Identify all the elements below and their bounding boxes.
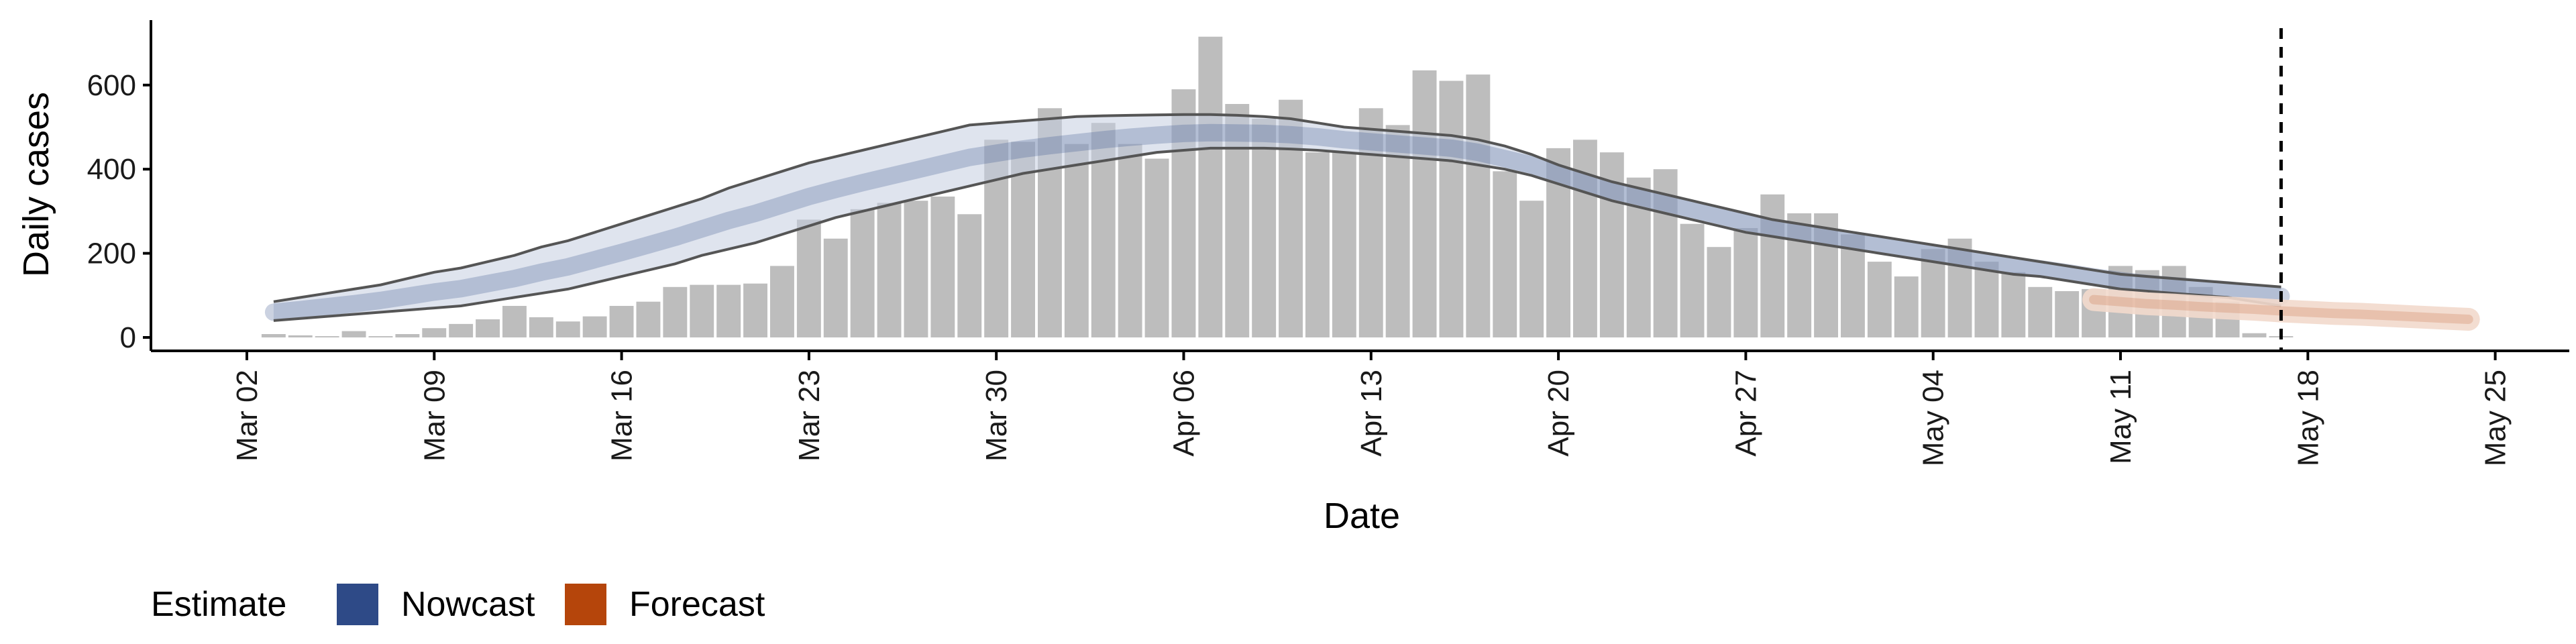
x-ticks: Mar 02 Mar 09 Mar 16 Mar 23 Mar 30 Apr 06 Apr … (231, 351, 2512, 466)
bar (690, 284, 714, 337)
bar (315, 336, 339, 337)
x-tick-label: Apr 06 (1168, 370, 1201, 457)
y-ticks: 0 200 400 600 (87, 69, 151, 354)
bar (1305, 152, 1330, 337)
bar (502, 306, 527, 337)
bar (288, 335, 313, 337)
x-tick-label: Apr 20 (1542, 370, 1575, 457)
bar (904, 201, 928, 337)
bar (716, 284, 741, 337)
bar (1118, 144, 1142, 337)
bar (1760, 194, 1785, 337)
bar (449, 323, 474, 337)
bar (2242, 333, 2267, 337)
bar (1493, 171, 1517, 337)
x-axis-title: Date (1324, 496, 1400, 536)
y-tick-label: 0 (120, 321, 136, 354)
x-tick-label: Mar 02 (231, 370, 264, 462)
y-axis-title: Daily cases (16, 92, 56, 277)
bar (2001, 272, 2026, 337)
bar (368, 336, 393, 337)
bar (1064, 144, 1089, 337)
bar (1519, 201, 1544, 337)
y-tick-label: 600 (87, 69, 136, 102)
bar (1332, 152, 1356, 337)
bar (1707, 247, 1731, 337)
legend-label-nowcast: Nowcast (401, 585, 535, 624)
x-tick-label: Mar 09 (418, 370, 451, 462)
legend: Estimate Nowcast Forecast (151, 584, 765, 625)
nowcast-upper-line (273, 113, 2282, 303)
bar (930, 197, 955, 337)
bar (1198, 36, 1223, 337)
bar-series (261, 36, 2294, 338)
bar (1680, 223, 1705, 337)
bar (636, 301, 661, 337)
nowcast-median-line (264, 123, 2290, 321)
legend-swatch-forecast (565, 584, 606, 625)
bar (2055, 291, 2080, 337)
bar (796, 219, 821, 337)
legend-title: Estimate (151, 585, 286, 624)
bar (1894, 276, 1919, 337)
bar (341, 331, 366, 337)
bar (2028, 286, 2053, 337)
x-tick-label: Mar 30 (980, 370, 1013, 462)
bar (1733, 228, 1758, 337)
y-tick-label: 200 (87, 237, 136, 270)
x-tick-label: Mar 16 (606, 370, 639, 462)
nowcast-lower-line (273, 146, 2282, 322)
bar (1974, 262, 1999, 337)
bar (770, 266, 794, 337)
nowcast-series (264, 113, 2290, 322)
bar (1385, 125, 1410, 337)
bar (395, 334, 420, 337)
bar (1412, 70, 1437, 338)
bar (743, 283, 767, 337)
x-tick-label: May 18 (2292, 370, 2324, 466)
bar (261, 334, 286, 337)
legend-swatch-nowcast (337, 584, 378, 625)
bar (609, 306, 634, 337)
bar (1466, 74, 1491, 337)
bar (957, 214, 982, 337)
bar (582, 316, 607, 337)
x-tick-label: May 25 (2479, 370, 2512, 466)
bar (877, 203, 902, 337)
x-tick-label: Mar 23 (793, 370, 826, 462)
bar (1144, 158, 1169, 337)
bar (1439, 80, 1464, 337)
bar (476, 319, 500, 337)
y-tick-label: 400 (87, 153, 136, 186)
nowcast-band (273, 114, 2282, 321)
axes (150, 20, 2569, 352)
bar (663, 286, 688, 337)
legend-label-forecast: Forecast (629, 585, 765, 624)
x-tick-label: Apr 13 (1355, 370, 1388, 457)
bar (555, 321, 580, 337)
x-tick-label: May 11 (2104, 370, 2137, 464)
bar (850, 209, 875, 337)
bar (1252, 119, 1277, 337)
bar (823, 238, 848, 337)
bar (422, 328, 447, 337)
bar (1867, 262, 1892, 337)
x-tick-label: Apr 27 (1729, 370, 1762, 457)
bar (529, 317, 553, 337)
x-tick-label: May 04 (1917, 370, 1950, 466)
